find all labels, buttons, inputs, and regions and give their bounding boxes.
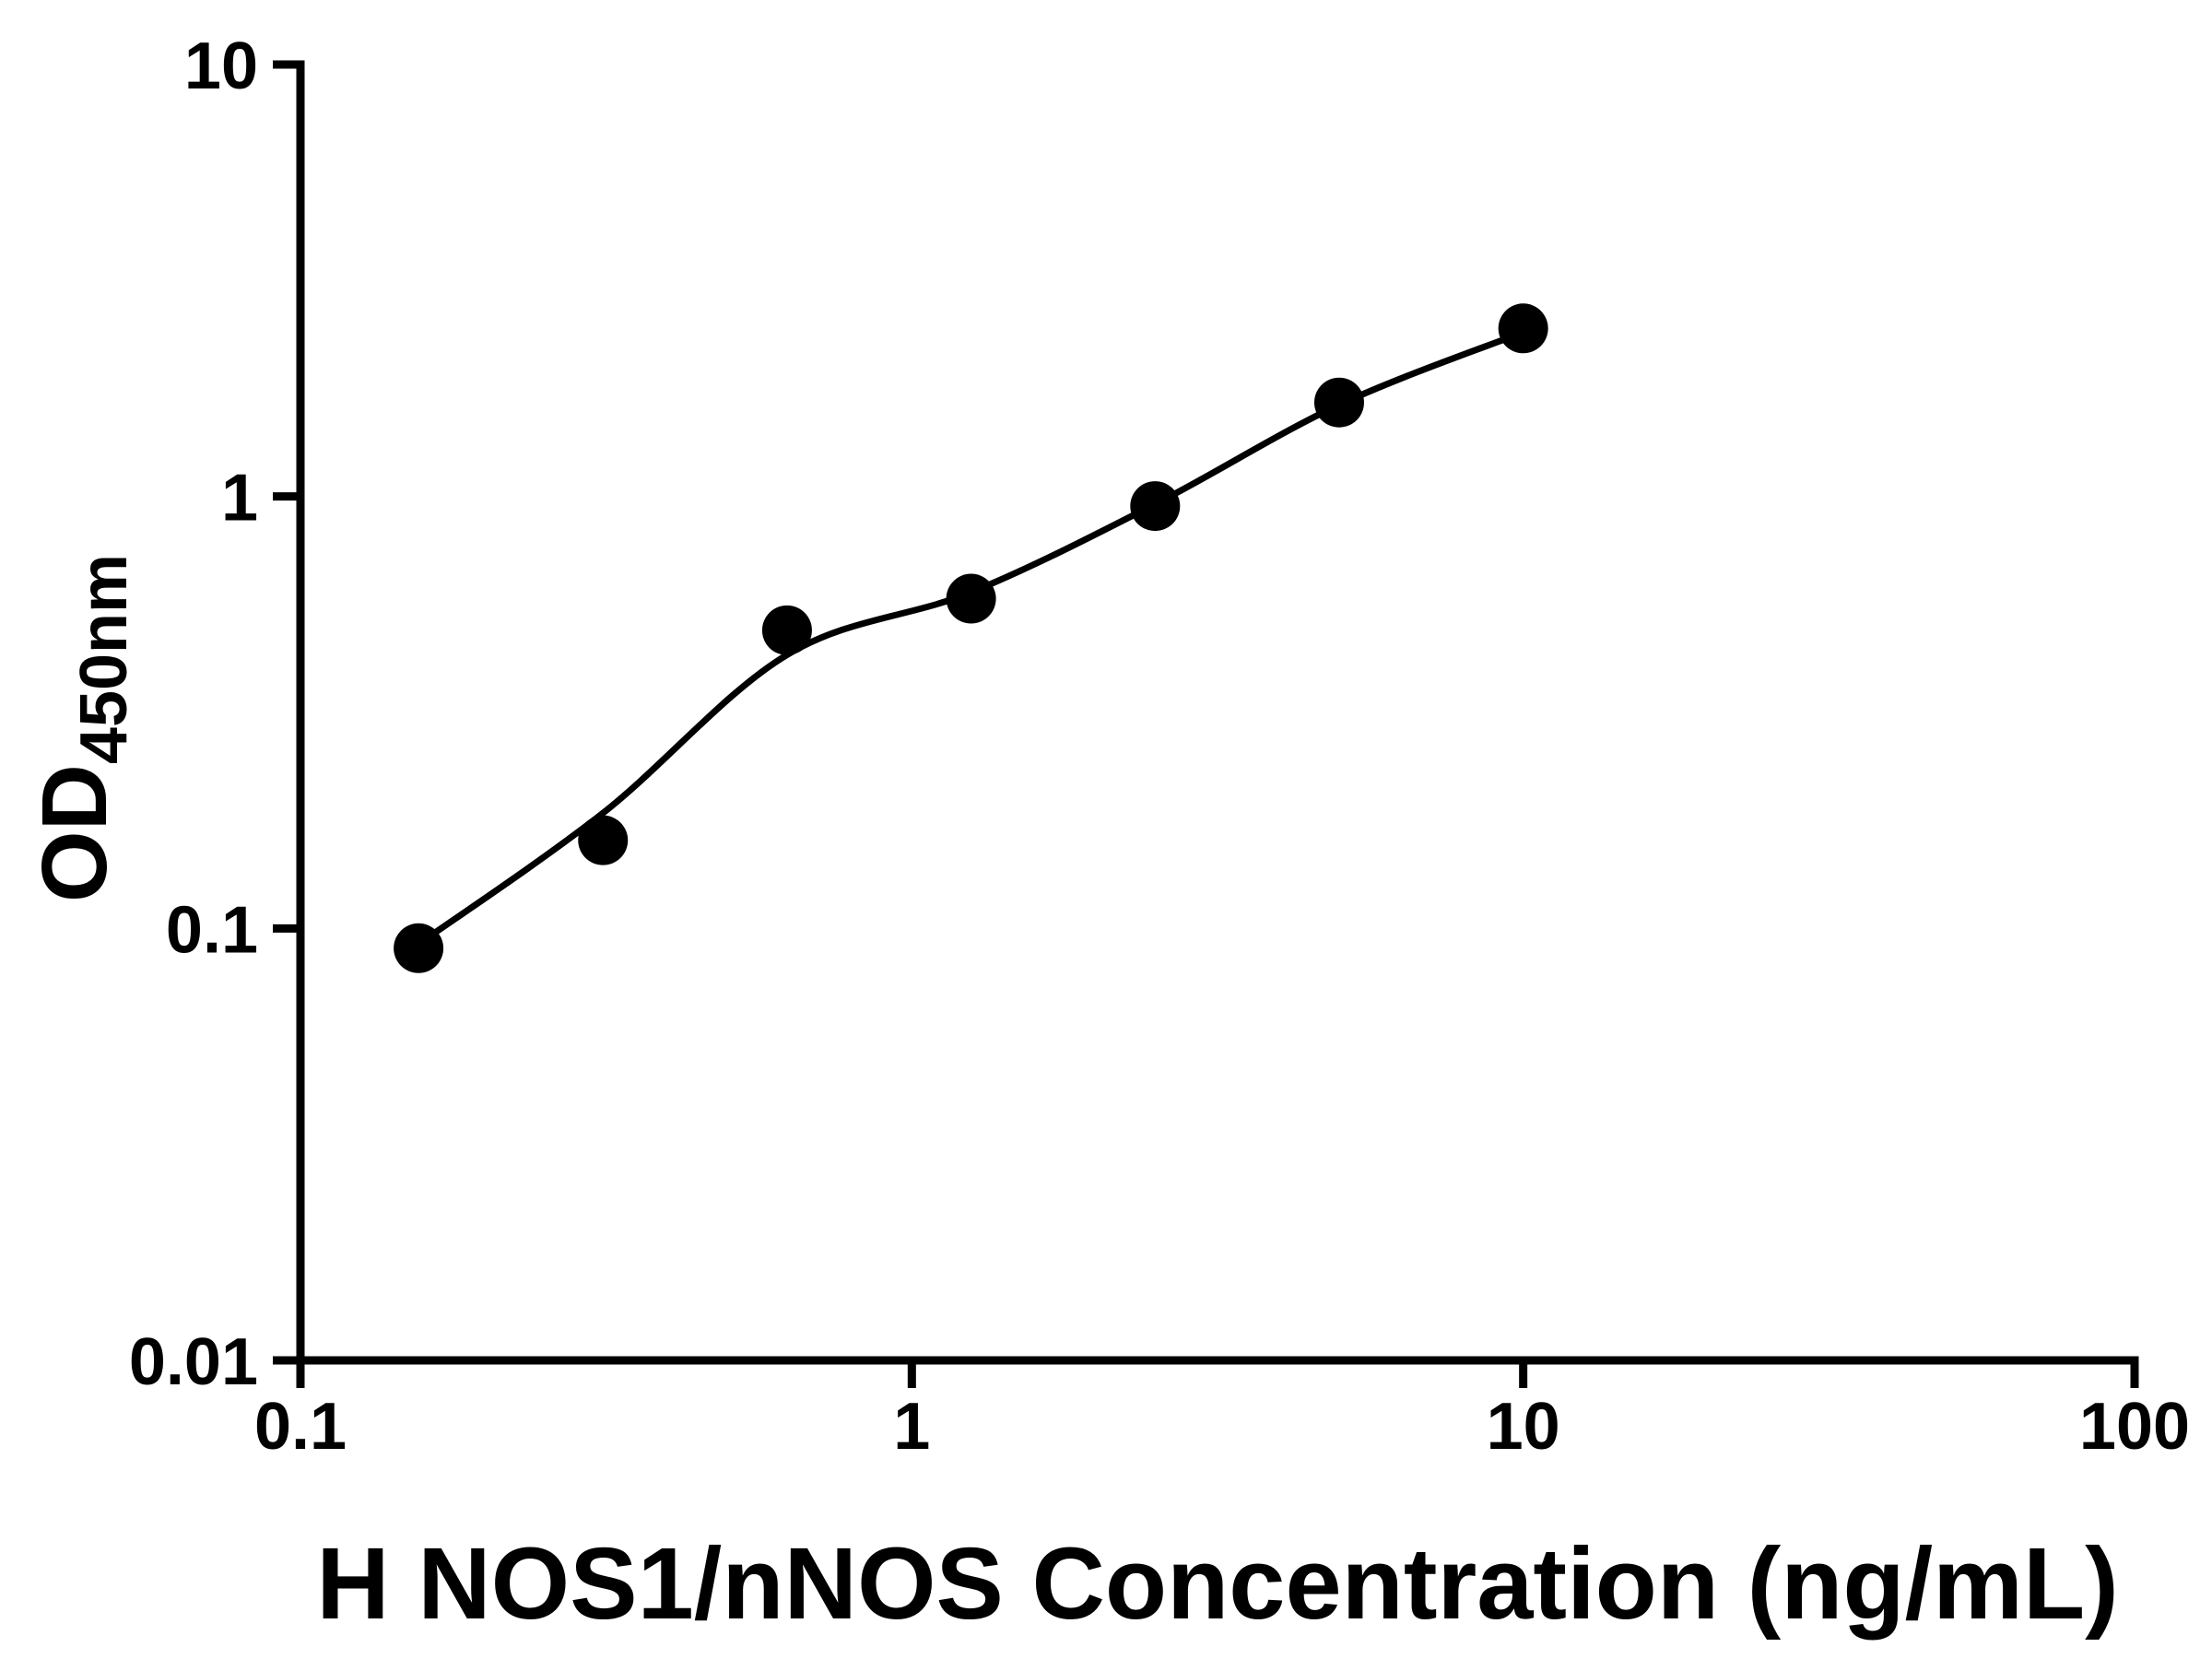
data-point: [946, 573, 996, 624]
y-tick-label: 0.01: [129, 1325, 258, 1399]
x-tick-label: 1: [893, 1390, 930, 1464]
x-tick-label: 0.1: [254, 1390, 347, 1464]
y-tick-label: 0.1: [166, 893, 258, 967]
data-point: [394, 923, 444, 973]
y-axis-title: OD450nm: [23, 554, 141, 902]
data-point: [578, 815, 629, 865]
y-tick-label: 10: [184, 29, 258, 103]
x-tick-label: 10: [1487, 1390, 1560, 1464]
data-point: [1130, 481, 1181, 532]
axes-spine: [296, 60, 2139, 1365]
data-point: [1313, 377, 1364, 428]
data-point: [761, 605, 812, 655]
x-axis-title: H NOS1/nNOS Concentration (ng/mL): [316, 1527, 2119, 1641]
x-tick-label: 100: [2079, 1390, 2190, 1464]
y-axis-title-base: OD: [23, 764, 126, 902]
data-point: [1498, 303, 1548, 354]
y-axis-title-subscript: 450nm: [67, 554, 141, 764]
y-tick-label: 1: [221, 462, 258, 535]
